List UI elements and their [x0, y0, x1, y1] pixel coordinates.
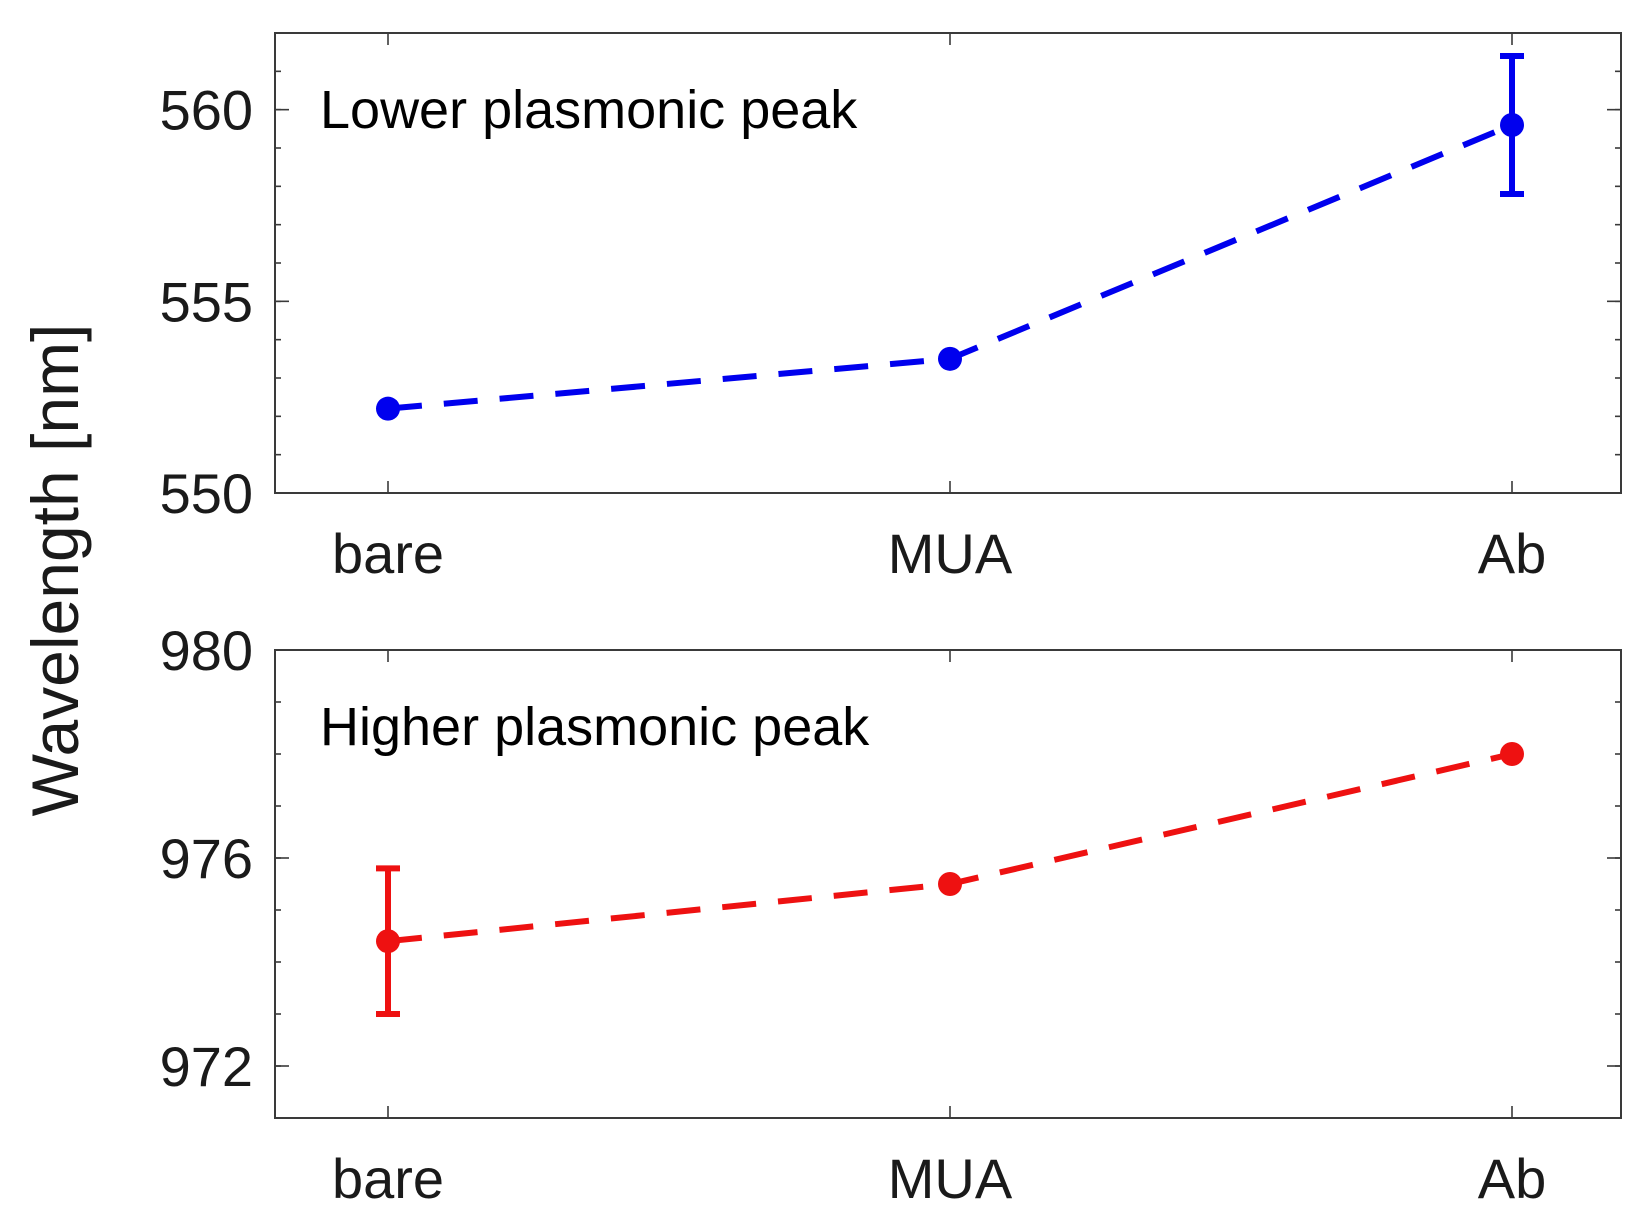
- panel-lower-plasmonic-peak: 550 555 560 bare MUA Ab Lower plasmonic peak: [160, 32, 1622, 585]
- x-tick-label-ab: Ab: [1478, 1147, 1547, 1210]
- x-tick-label-mua: MUA: [888, 522, 1013, 585]
- y-tick-label: 976: [160, 827, 253, 890]
- panel-title: Lower plasmonic peak: [320, 80, 858, 140]
- data-point-mua: [938, 346, 962, 371]
- y-tick-label: 980: [160, 619, 253, 682]
- panel-title: Higher plasmonic peak: [320, 697, 870, 757]
- data-point-ab: [1500, 113, 1524, 137]
- data-point-bare: [376, 396, 400, 421]
- data-point-mua: [938, 872, 962, 896]
- data-point-ab: [1500, 742, 1524, 766]
- x-tick-label-mua: MUA: [888, 1147, 1013, 1210]
- plot-area-frame: [274, 649, 1622, 1119]
- data-point-bare: [376, 929, 400, 954]
- y-tick-label: 550: [160, 462, 253, 525]
- y-axis-label: Wavelength [nm]: [18, 324, 92, 817]
- x-tick-label-bare: bare: [332, 1147, 444, 1210]
- series-line: [387, 751, 1513, 945]
- y-tick-label: 560: [160, 79, 253, 142]
- x-tick-label-ab: Ab: [1478, 522, 1547, 585]
- x-tick-label-bare: bare: [332, 522, 444, 585]
- y-tick-label: 972: [160, 1035, 253, 1098]
- panel-higher-plasmonic-peak: 972 976 980 bare MUA Ab Higher plasmonic peak: [160, 619, 1622, 1210]
- y-tick-label: 555: [160, 270, 253, 333]
